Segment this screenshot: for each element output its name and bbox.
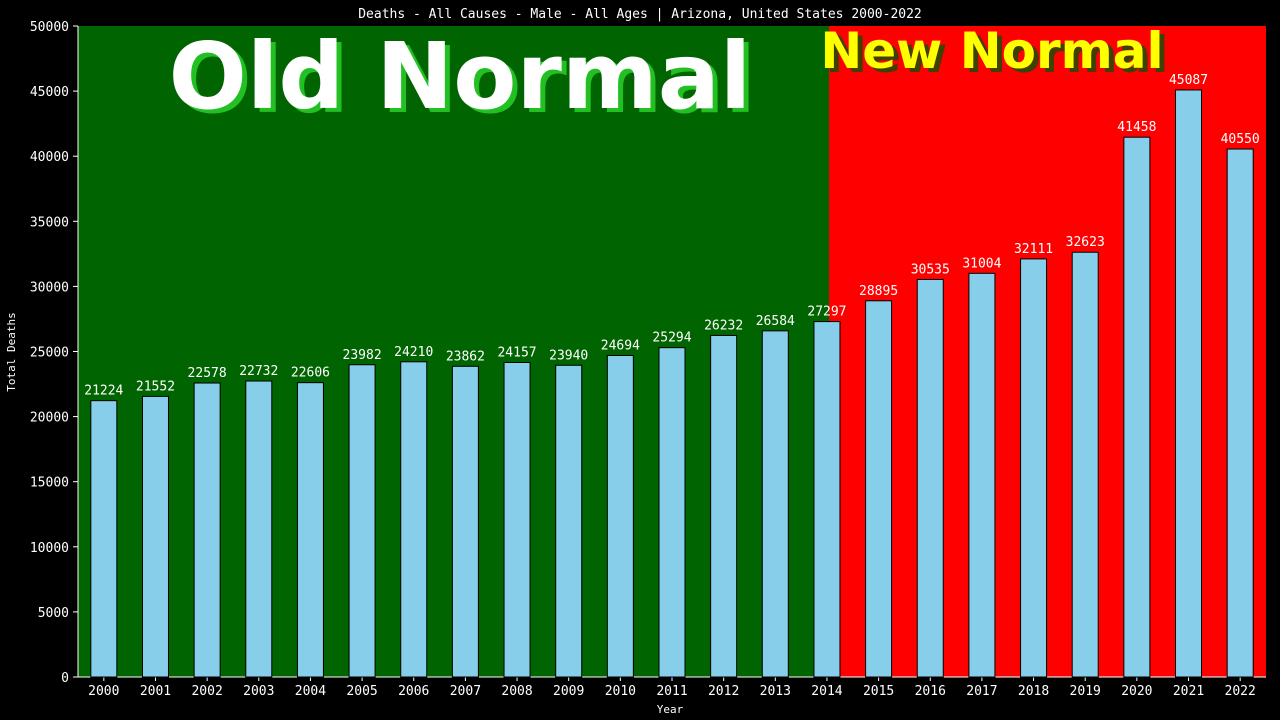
x-axis-label: Year [657, 703, 684, 716]
y-tick-label: 5000 [38, 606, 69, 621]
value-label: 31004 [962, 256, 1001, 271]
x-tick-label: 2005 [346, 684, 377, 699]
bar [90, 400, 118, 678]
y-tick-label: 30000 [30, 280, 69, 295]
x-tick-label: 2007 [450, 684, 481, 699]
value-label: 30535 [911, 262, 950, 277]
value-label: 22732 [239, 364, 278, 379]
x-tick-label: 2022 [1225, 684, 1256, 699]
value-label: 21552 [136, 379, 175, 394]
bar [606, 354, 634, 678]
y-tick-label: 45000 [30, 85, 69, 100]
bar [245, 380, 273, 678]
value-label: 22606 [291, 366, 330, 381]
value-label: 23940 [549, 348, 588, 363]
value-label: 24157 [497, 345, 536, 360]
y-tick-label: 20000 [30, 411, 69, 426]
bar [1123, 136, 1151, 678]
x-tick-label: 2016 [915, 684, 946, 699]
bar [968, 272, 996, 678]
y-tick-label: 40000 [30, 150, 69, 165]
x-tick-label: 2008 [501, 684, 532, 699]
x-tick-label: 2003 [243, 684, 274, 699]
x-tick-label: 2018 [1018, 684, 1049, 699]
x-tick-label: 2002 [191, 684, 222, 699]
x-tick-label: 2006 [398, 684, 429, 699]
x-tick-label: 2017 [966, 684, 997, 699]
bar [1175, 89, 1203, 678]
value-label: 32111 [1014, 242, 1053, 257]
value-label: 32623 [1066, 235, 1105, 250]
value-label: 24694 [601, 338, 640, 353]
bar [710, 334, 738, 678]
x-tick-label: 2012 [708, 684, 739, 699]
value-label: 28895 [859, 284, 898, 299]
y-tick-label: 10000 [30, 541, 69, 556]
value-label: 27297 [807, 305, 846, 320]
y-axis-label: Total Deaths [5, 312, 18, 391]
x-tick-label: 2004 [295, 684, 326, 699]
x-tick-label: 2014 [811, 684, 842, 699]
bar [658, 347, 686, 678]
value-label: 24210 [394, 345, 433, 360]
x-tick-label: 2020 [1121, 684, 1152, 699]
y-tick-label: 25000 [30, 346, 69, 361]
y-tick-label: 0 [61, 671, 69, 686]
annotation: Old Normal [169, 23, 752, 130]
y-tick-label: 35000 [30, 215, 69, 230]
x-tick-label: 2021 [1173, 684, 1204, 699]
y-tick-label: 15000 [30, 476, 69, 491]
annotation-shadow: Old Normal [174, 27, 757, 134]
bar [916, 278, 944, 678]
y-tick-label: 50000 [30, 20, 69, 35]
bar [865, 300, 893, 678]
bar [400, 361, 428, 678]
x-tick-label: 2019 [1070, 684, 1101, 699]
bar [761, 330, 789, 678]
value-label: 40550 [1221, 132, 1260, 147]
value-label: 26232 [704, 318, 743, 333]
value-label: 45087 [1169, 73, 1208, 88]
bar [1020, 258, 1048, 678]
value-label: 21224 [84, 384, 123, 399]
chart-title: Deaths - All Causes - Male - All Ages | … [358, 7, 922, 22]
bar [451, 365, 479, 678]
value-label: 25294 [652, 331, 691, 346]
bar [1226, 148, 1254, 678]
x-tick-label: 2010 [605, 684, 636, 699]
value-label: 41458 [1117, 120, 1156, 135]
x-tick-label: 2001 [140, 684, 171, 699]
x-tick-label: 2013 [760, 684, 791, 699]
bar [503, 361, 531, 678]
annotation: New Normal [820, 22, 1163, 80]
value-label: 23862 [446, 349, 485, 364]
x-tick-label: 2009 [553, 684, 584, 699]
x-tick-label: 2015 [863, 684, 894, 699]
bar [555, 364, 583, 678]
value-label: 23982 [343, 348, 382, 363]
value-label: 22578 [188, 366, 227, 381]
x-tick-label: 2011 [656, 684, 687, 699]
bar [348, 364, 376, 678]
bar [296, 382, 324, 678]
bar [813, 321, 841, 678]
x-tick-label: 2000 [88, 684, 119, 699]
annotation-shadow: New Normal [825, 26, 1168, 84]
bar [141, 395, 169, 678]
bar [193, 382, 221, 678]
bar [1071, 251, 1099, 678]
value-label: 26584 [756, 314, 795, 329]
